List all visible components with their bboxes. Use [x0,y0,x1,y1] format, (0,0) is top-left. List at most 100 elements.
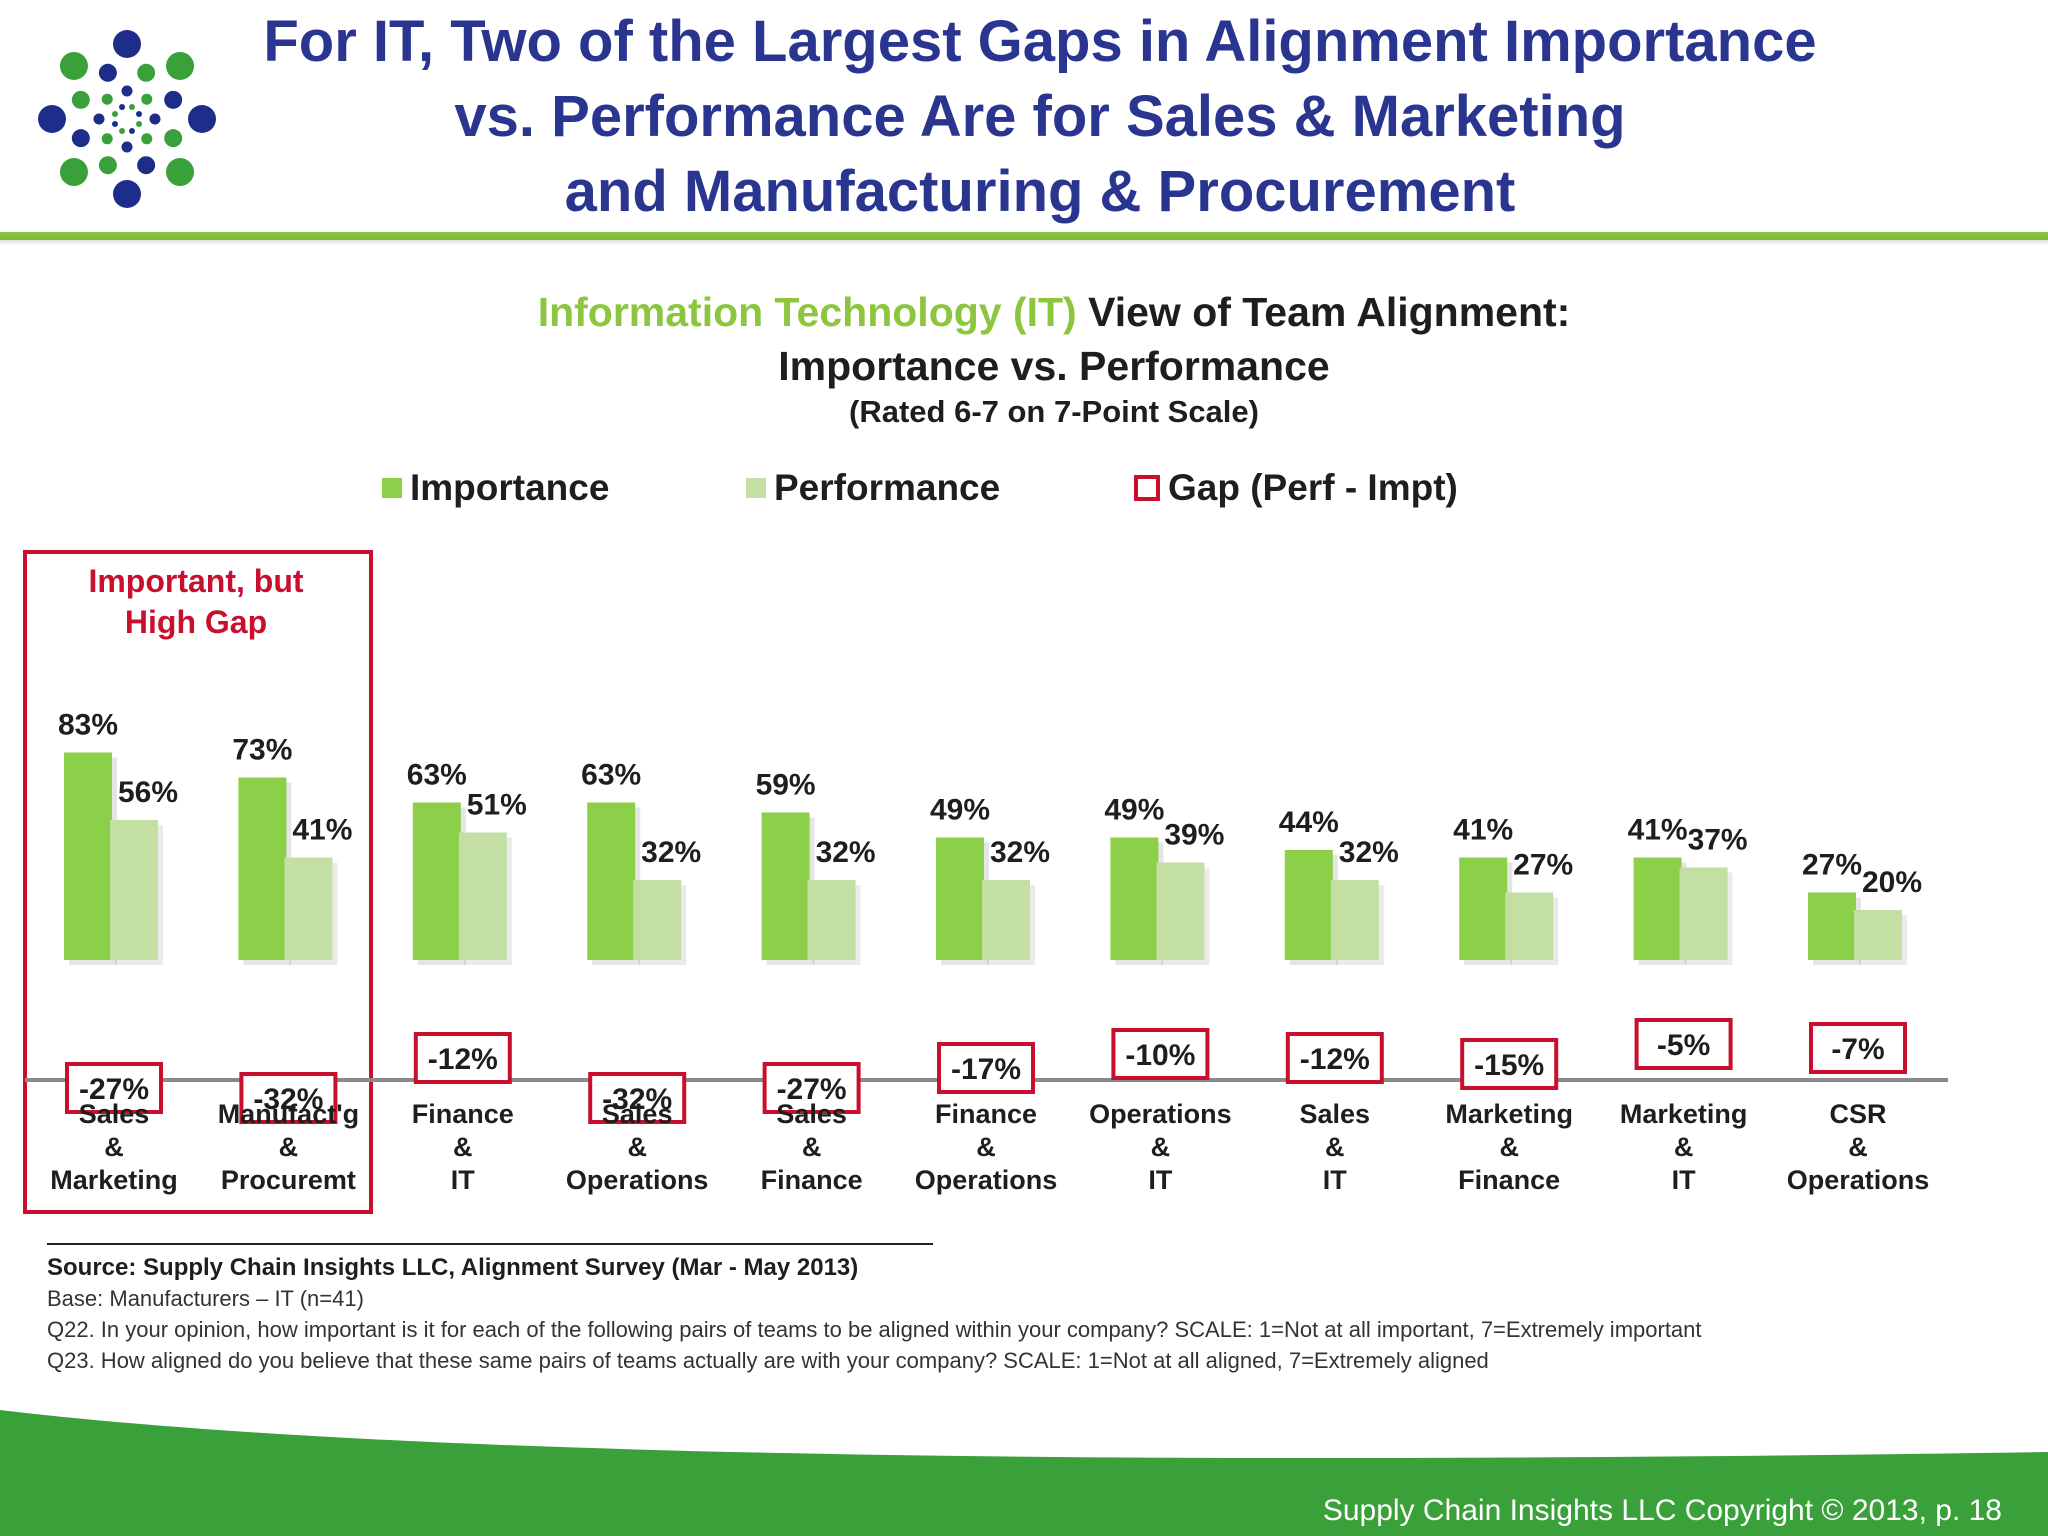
logo-dot [141,93,153,105]
logo-dot [164,129,183,148]
importance-value-label: 73% [232,734,292,767]
legend-swatch-importance [382,478,402,498]
performance-value-label: 51% [467,789,527,822]
performance-value-label: 32% [641,836,701,869]
callout-label: Important, but [88,563,303,599]
legend-label-performance: Performance [774,467,1001,508]
logo-dot [149,113,161,125]
chart-title: Information Technology (IT) View of Team… [60,284,2048,340]
importance-value-label: 83% [58,709,118,742]
performance-value-label: 32% [816,836,876,869]
gap-box [413,1032,512,1084]
category-label: & [104,1132,124,1162]
category-label: & [627,1132,647,1162]
gap-value-label: -27% [79,1073,149,1106]
chart-legend: Importance Performance Gap (Perf - Impt) [0,462,2048,514]
logo-dot [164,90,183,109]
slide-title-line-3: and Manufacturing & Procurement [564,159,1516,224]
importance-bar [64,752,112,960]
logo-dot [101,93,113,105]
gap-value-label: -32% [253,1083,323,1116]
gap-value-label: -27% [777,1073,847,1106]
slide-title-line-1: For IT, Two of the Largest Gaps in Align… [263,9,1817,74]
category-label: Marketing [50,1165,178,1195]
category-label: Finance [412,1099,514,1129]
category-label: & [1499,1132,1519,1162]
performance-value-label: 56% [118,776,178,809]
footnote-q22: Q22. In your opinion, how important is i… [47,1317,1702,1342]
importance-value-label: 41% [1628,814,1688,847]
footnote-divider [47,1243,933,1245]
legend-item-performance: Performance [746,462,1000,514]
gap-box [1460,1038,1559,1090]
logo-dot [113,30,141,58]
gap-value-label: -12% [428,1043,498,1076]
dot-burst-logo-icon [38,30,216,208]
importance-value-label: 44% [1279,806,1339,839]
importance-bar [1459,857,1508,960]
logo-dot [38,105,66,133]
legend-item-gap: Gap (Perf - Impt) [1134,462,1458,514]
category-label: Sales [79,1099,150,1129]
logo-dot [113,180,141,208]
gap-box [937,1042,1035,1094]
gap-box [762,1062,861,1114]
category-label: & [279,1132,299,1162]
logo-dot [98,63,117,82]
importance-value-label: 49% [1104,794,1164,827]
category-label: & [453,1132,473,1162]
chart-header: Information Technology (IT) View of Team… [0,284,2048,432]
logo-dot [136,111,143,118]
logo-dot [71,90,90,109]
logo-dot [128,128,135,135]
legend-item-importance: Importance [382,462,609,514]
category-label: IT [1323,1165,1348,1195]
gap-value-label: -7% [1831,1033,1884,1066]
performance-bar [633,880,682,960]
gap-box [65,1062,163,1114]
performance-bar [1156,862,1205,960]
gap-box [588,1072,687,1124]
category-label: Marketing [1620,1099,1748,1129]
logo-dot [119,103,126,110]
performance-value-label: 37% [1688,824,1748,857]
performance-bar [110,820,158,960]
category-label: IT [451,1165,476,1195]
logo-dot [121,85,133,97]
performance-bar [1679,867,1728,960]
gap-value-label: -17% [951,1053,1021,1086]
logo-dot [166,158,195,187]
category-label: Operations [566,1165,709,1195]
logo-dot [166,51,195,80]
importance-bar [412,802,461,960]
gap-box [1634,1018,1733,1070]
logo-dot [119,128,126,135]
callout-box [23,550,373,1214]
gap-box [1111,1028,1210,1080]
category-label: Sales [776,1099,847,1129]
footnote-source: Source: Supply Chain Insights LLC, Align… [47,1254,859,1281]
logo-dot [93,113,105,125]
performance-value-label: 20% [1862,866,1922,899]
category-label: & [802,1132,822,1162]
gap-value-label: -12% [1300,1043,1370,1076]
legend-label-importance: Importance [410,467,610,508]
logo-dot [111,111,118,118]
logo-dot [136,120,143,127]
gap-box [239,1072,338,1124]
importance-bar [1633,857,1682,960]
category-label: Operations [915,1165,1058,1195]
footnotes: Source: Supply Chain Insights LLC, Align… [47,1252,2007,1376]
category-label: Sales [1300,1099,1371,1129]
category-label: Procuremt [221,1165,356,1195]
category-label: Sales [602,1099,673,1129]
footer-band [0,1410,2048,1536]
logo-dot [137,156,156,175]
category-label: Manufact'g [218,1099,359,1129]
slide-title-line-2: vs. Performance Are for Sales & Marketin… [454,84,1626,149]
category-label: CSR [1829,1099,1886,1129]
logo-dot [101,133,113,145]
category-label: & [1325,1132,1345,1162]
importance-value-label: 59% [756,769,816,802]
performance-value-label: 32% [1339,836,1399,869]
